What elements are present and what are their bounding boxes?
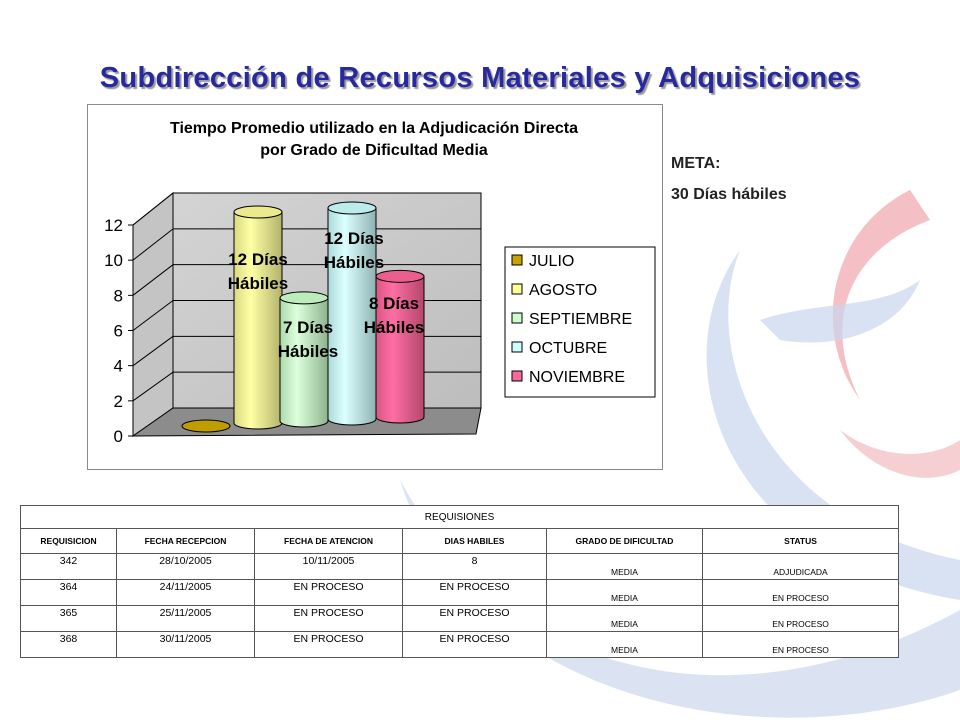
col-header-fecha-atencion: FECHA DE ATENCION — [254, 528, 403, 554]
cell-dias-habiles: EN PROCESO — [402, 631, 547, 658]
legend-swatch-julio — [511, 254, 523, 266]
y-tick-label: 8 — [114, 286, 123, 305]
col-header-requisicion: REQUISICION — [20, 528, 117, 554]
data-label-agosto: Hábiles — [228, 274, 288, 293]
chart-title-line-2: por Grado de Dificultad Media — [260, 142, 488, 159]
meta-label: META: — [671, 155, 721, 172]
bar-noviembre — [375, 275, 425, 424]
gridline-side — [132, 264, 174, 296]
gridline-side — [132, 192, 174, 226]
cell-fecha-atencion: 10/11/2005 — [254, 553, 403, 580]
cell-fecha-recepcion: 24/11/2005 — [116, 579, 255, 606]
y-tick-label: 6 — [114, 322, 123, 341]
bar-chart-3d: Tiempo Promedio utilizado en la Adjudica… — [104, 120, 656, 446]
chart-title-line-1: Tiempo Promedio utilizado en la Adjudica… — [170, 120, 578, 137]
requisitions-table: REQUISIONES REQUISICION FECHA RECEPCION … — [19, 505, 900, 658]
gridline-side — [132, 371, 174, 402]
bar-top-octubre — [327, 201, 377, 215]
meta-note: META: 30 Días hábiles — [671, 148, 787, 210]
bar-top-noviembre — [375, 269, 425, 283]
y-tick-label: 12 — [104, 216, 123, 235]
data-labels: 12 Días Hábiles 7 Días Hábiles 12 Días Hábile… — [228, 229, 424, 361]
cell-fecha-atencion: EN PROCESO — [254, 631, 403, 658]
side-wall — [132, 191, 174, 437]
table-row: 364 24/11/2005 EN PROCESO EN PROCESO MED… — [20, 579, 900, 606]
cell-requisicion: 368 — [20, 631, 117, 658]
cell-fecha-recepcion: 25/11/2005 — [116, 605, 255, 632]
data-label-septiembre: 7 Días — [283, 318, 333, 337]
cell-grado: MEDIA — [546, 553, 703, 580]
data-label-noviembre: 8 Días — [369, 294, 419, 313]
legend-label-octubre: OCTUBRE — [529, 340, 607, 357]
cell-dias-habiles: EN PROCESO — [402, 605, 547, 632]
legend-label-noviembre: NOVIEMBRE — [529, 369, 625, 386]
bars — [181, 201, 425, 433]
data-label-noviembre: Hábiles — [364, 318, 424, 337]
legend: JULIO AGOSTO SEPTIEMBRE OCTUBRE NOVIEMBRE — [504, 246, 656, 398]
bar-top-septiembre — [279, 291, 329, 305]
legend-box — [504, 246, 656, 398]
meta-value: 30 Días hábiles — [671, 186, 787, 203]
cell-status: EN PROCESO — [701, 579, 900, 606]
cell-requisicion: 342 — [20, 553, 117, 580]
gridline-side — [132, 335, 174, 367]
legend-swatch-noviembre — [511, 370, 523, 382]
data-label-agosto: 12 Días — [228, 250, 288, 269]
cell-grado: MEDIA — [546, 605, 703, 632]
table-row: 342 28/10/2005 10/11/2005 8 MEDIA ADJUDI… — [20, 553, 900, 580]
cell-fecha-atencion: EN PROCESO — [254, 579, 403, 606]
page-title: Subdirección de Recursos Materiales y Ad… — [99, 62, 861, 94]
gridline-side — [132, 228, 174, 261]
data-label-octubre: Hábiles — [324, 253, 384, 272]
legend-label-septiembre: SEPTIEMBRE — [529, 311, 632, 328]
col-header-status: STATUS — [701, 528, 900, 554]
y-tick-label: 0 — [114, 427, 123, 446]
cell-requisicion: 364 — [20, 579, 117, 606]
table-caption: REQUISIONES — [19, 505, 900, 529]
data-label-septiembre: Hábiles — [278, 342, 338, 361]
cell-status: EN PROCESO — [701, 605, 900, 632]
legend-label-julio: JULIO — [529, 253, 574, 270]
legend-label-agosto: AGOSTO — [529, 282, 597, 299]
y-tick-label: 10 — [104, 251, 123, 270]
legend-swatch-agosto — [511, 283, 523, 295]
bar-top-agosto — [233, 205, 283, 219]
cell-status: ADJUDICADA — [701, 553, 900, 580]
legend-swatch-septiembre — [511, 312, 523, 324]
cell-dias-habiles: 8 — [402, 553, 547, 580]
data-label-octubre: 12 Días — [324, 229, 384, 248]
gridline-side — [132, 300, 174, 331]
col-header-grado-dificultad: GRADO DE DIFICULTAD — [546, 528, 703, 554]
legend-swatch-octubre — [511, 341, 523, 353]
bar-julio — [181, 419, 231, 433]
col-header-fecha-recepcion: FECHA RECEPCION — [116, 528, 255, 554]
cell-grado: MEDIA — [546, 631, 703, 658]
table-row: 368 30/11/2005 EN PROCESO EN PROCESO MED… — [20, 631, 900, 658]
chart-area: Tiempo Promedio utilizado en la Adjudica… — [87, 104, 663, 470]
cell-requisicion: 365 — [20, 605, 117, 632]
cell-status: EN PROCESO — [701, 631, 900, 658]
bar-octubre — [327, 207, 377, 426]
y-tick-label: 2 — [114, 392, 123, 411]
cell-fecha-recepcion: 28/10/2005 — [116, 553, 255, 580]
col-header-dias-habiles: DIAS HABILES — [402, 528, 547, 554]
cell-grado: MEDIA — [546, 579, 703, 606]
bar-agosto — [233, 211, 283, 430]
bar-septiembre — [279, 297, 329, 428]
cell-dias-habiles: EN PROCESO — [402, 579, 547, 606]
y-tick-label: 4 — [114, 357, 123, 376]
cell-fecha-recepcion: 30/11/2005 — [116, 631, 255, 658]
table-row: 365 25/11/2005 EN PROCESO EN PROCESO MED… — [20, 605, 900, 632]
cell-fecha-atencion: EN PROCESO — [254, 605, 403, 632]
